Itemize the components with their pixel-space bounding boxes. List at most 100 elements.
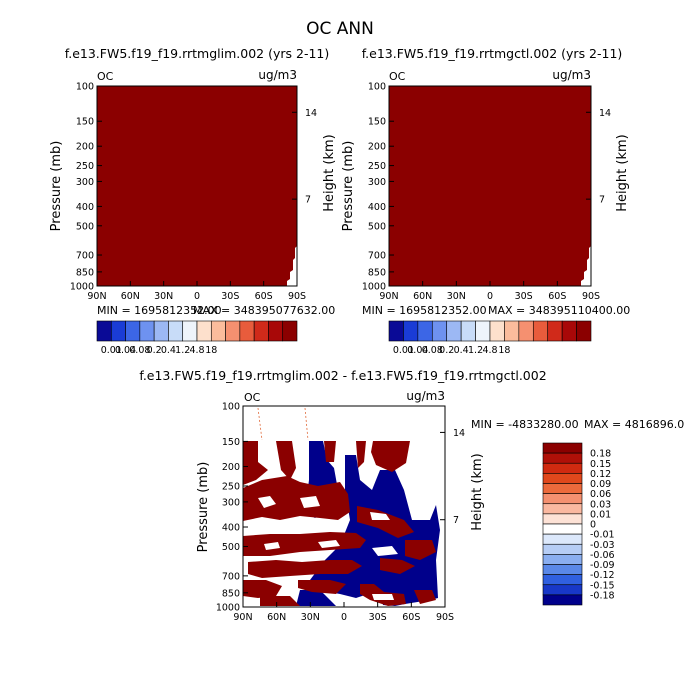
- main-title: OC ANN: [306, 19, 374, 39]
- colorbar-label: 4.8: [482, 345, 497, 356]
- latitude-tick-label: 90S: [288, 291, 306, 302]
- colorbar-box: [460, 320, 476, 342]
- plot-field: [97, 86, 297, 286]
- colorbar-box: [446, 320, 462, 342]
- pressure-tick-label: 850: [368, 267, 386, 278]
- pressure-tick-label: 250: [368, 161, 386, 172]
- height-axis: 14 7: [440, 428, 465, 526]
- y-axis-label-right: Height (km): [322, 134, 337, 211]
- latitude-tick-label: 90S: [436, 612, 454, 623]
- height-axis: 14 7: [292, 108, 317, 206]
- colorbar-label: -0.03: [590, 540, 615, 551]
- corner-label-right: ug/m3: [552, 68, 591, 82]
- pressure-tick-label: 300: [76, 177, 94, 188]
- colorbar-box: [542, 523, 583, 535]
- colorbar-box: [542, 452, 583, 464]
- pressure-tick-label: 500: [368, 221, 386, 232]
- field-region: [371, 441, 410, 472]
- latitude-tick-label: 0: [341, 612, 347, 623]
- field-region: [97, 86, 297, 286]
- colorbar-label: 0.4: [161, 345, 176, 356]
- colorbar-label: 0.2: [147, 345, 162, 356]
- field-region: [356, 441, 366, 468]
- panel-title: f.e13.FW5.f19_f19.rrtmgctl.002 (yrs 2-11…: [362, 46, 623, 61]
- pressure-tick-label: 400: [368, 202, 386, 213]
- min-label: MIN = -4833280.00: [471, 418, 579, 431]
- y-axis-label: Pressure (mb): [49, 141, 64, 232]
- colorbar-label: -0.06: [590, 550, 615, 561]
- colorbar-box: [196, 320, 212, 342]
- colorbar-box: [96, 320, 112, 342]
- colorbar-box: [168, 320, 184, 342]
- height-tick-label: 7: [305, 195, 311, 206]
- plot-field: [389, 86, 591, 286]
- colorbar-box: [110, 320, 126, 342]
- pressure-tick-label: 1000: [70, 282, 94, 293]
- colorbar-box: [268, 320, 284, 342]
- min-label: MIN = 1695812352.00: [362, 304, 487, 317]
- pressure-tick-label: 1000: [216, 603, 240, 614]
- colorbar-box: [542, 543, 583, 555]
- pressure-tick-label: 500: [222, 542, 240, 553]
- y-axis-label: Pressure (mb): [196, 462, 211, 553]
- panel-title: f.e13.FW5.f19_f19.rrtmglim.002 - f.e13.F…: [139, 368, 546, 383]
- colorbar-box: [532, 320, 549, 342]
- latitude-axis: 90N 60N 30N 0 30S 60S 90S: [233, 602, 454, 623]
- height-tick-label: 14: [305, 108, 317, 119]
- min-label: MIN = 1695812352.00: [97, 304, 222, 317]
- colorbar-box: [542, 554, 583, 565]
- colorbar-box: [542, 594, 583, 606]
- pressure-tick-label: 700: [76, 251, 94, 262]
- pressure-tick-label: 100: [76, 82, 94, 93]
- field-region: [248, 560, 362, 578]
- latitude-tick-label: 60S: [402, 612, 420, 623]
- latitude-tick-label: 30S: [369, 612, 387, 623]
- colorbar-label: 0.03: [590, 499, 611, 510]
- pressure-tick-label: 250: [76, 161, 94, 172]
- colorbar-label: 0.08: [422, 345, 443, 356]
- pressure-tick-label: 200: [76, 142, 94, 153]
- field-hole: [372, 594, 394, 600]
- colorbar-box: [417, 320, 433, 342]
- max-label: MAX = 4816896.00: [584, 418, 684, 431]
- corner-label-left: OC: [389, 70, 406, 83]
- pressure-tick-label: 400: [222, 523, 240, 534]
- corner-label-left: OC: [244, 391, 261, 404]
- panel-top-right: f.e13.FW5.f19_f19.rrtmgctl.002 (yrs 2-11…: [341, 46, 630, 356]
- colorbar-label: 0.04: [115, 345, 136, 356]
- pressure-tick-label: 700: [368, 251, 386, 262]
- colorbar-label: 0: [590, 520, 596, 531]
- colorbar-box: [225, 320, 241, 342]
- latitude-tick-label: 90S: [582, 291, 600, 302]
- pressure-tick-label: 400: [76, 202, 94, 213]
- y-axis-label-right: Height (km): [615, 134, 630, 211]
- colorbar-box: [239, 320, 255, 342]
- colorbar: 0.010.040.080.2 0.4 1.2 4.8 18: [388, 320, 592, 356]
- pressure-tick-label: 150: [76, 117, 94, 128]
- colorbar-label: 18: [498, 345, 510, 356]
- panel-title: f.e13.FW5.f19_f19.rrtmglim.002 (yrs 2-11…: [65, 46, 330, 61]
- latitude-tick-label: 90N: [233, 612, 252, 623]
- colorbar-label: 0.15: [590, 459, 611, 470]
- height-tick-label: 7: [599, 195, 605, 206]
- latitude-tick-label: 60N: [121, 291, 140, 302]
- pressure-tick-label: 850: [222, 588, 240, 599]
- colorbar-box: [542, 574, 583, 586]
- colorbar: 0.180.150.120.090.060.030.010-0.01-0.03-…: [542, 442, 615, 606]
- y-axis-label: Pressure (mb): [341, 141, 356, 232]
- field-region: [243, 580, 282, 598]
- height-tick-label: 14: [453, 428, 465, 439]
- latitude-tick-label: 60S: [255, 291, 273, 302]
- pressure-tick-label: 300: [368, 177, 386, 188]
- field-region: [324, 441, 336, 462]
- colorbar-box: [403, 320, 419, 342]
- pressure-axis: 100 150 200 250 300 400 500 700 850 1000: [362, 82, 394, 293]
- colorbar-label: 0.04: [407, 345, 428, 356]
- colorbar-label: 18: [205, 345, 217, 356]
- latitude-tick-label: 30N: [447, 291, 466, 302]
- colorbar-box: [542, 513, 583, 525]
- contour-line: [304, 407, 309, 441]
- latitude-tick-label: 30S: [221, 291, 239, 302]
- latitude-axis: 90N 60N 30N 0 30S 60S 90S: [379, 281, 600, 302]
- colorbar-box: [504, 320, 520, 342]
